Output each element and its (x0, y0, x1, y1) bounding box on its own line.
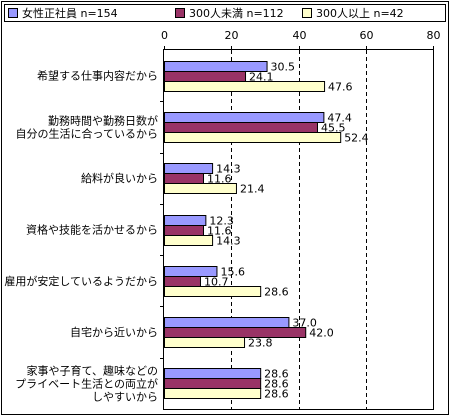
bar (164, 112, 325, 123)
bar (164, 327, 307, 338)
bar (164, 81, 326, 92)
data-label: 47.6 (328, 81, 353, 94)
data-label: 15.6 (220, 266, 245, 279)
x-axis-ticks: 0 20 40 60 80 (160, 29, 441, 359)
data-label: 52.4 (344, 132, 369, 145)
data-label: 45.5 (321, 122, 346, 135)
category-label: 自宅から近いから (70, 325, 158, 339)
legend-swatch (8, 8, 18, 18)
category-label: 希望する仕事内容だから (37, 69, 158, 83)
bar (164, 173, 205, 184)
data-label: 24.1 (249, 71, 274, 84)
data-label: 10.7 (204, 276, 229, 289)
tick-label: 40 (293, 29, 307, 42)
bar (164, 225, 205, 236)
legend: 女性正社員 n=154 300人未満 n=112 300人以上 n=42 (4, 4, 446, 22)
legend-swatch (302, 8, 312, 18)
bar (164, 122, 318, 133)
legend-swatch (175, 8, 185, 18)
bar (164, 163, 214, 174)
category-label: プライベート生活との両立が (15, 376, 158, 390)
bar (164, 286, 262, 297)
category-label: 資格や技能を活かせるから (26, 223, 158, 237)
data-label: 11.6 (207, 225, 232, 238)
data-label: 47.4 (327, 112, 352, 125)
legend-box (4, 4, 446, 22)
bar (164, 368, 262, 379)
data-label: 14.3 (216, 235, 241, 248)
data-label: 21.4 (240, 183, 265, 196)
data-label: 37.0 (292, 317, 317, 330)
legend-label: 300人以上 n=42 (316, 7, 404, 20)
bar (164, 215, 207, 226)
data-label: 28.6 (264, 388, 289, 401)
bar (164, 132, 342, 143)
bar (164, 378, 262, 389)
tick-label: 20 (225, 29, 239, 42)
data-label: 23.8 (248, 337, 273, 350)
bar (164, 276, 201, 287)
category-label: 勤務時間や勤務日数が (48, 113, 158, 127)
data-label: 30.5 (271, 61, 296, 74)
legend-label: 300人未満 n=112 (189, 7, 284, 20)
legend-label: 女性正社員 n=154 (22, 6, 118, 20)
data-label: 11.6 (207, 173, 232, 186)
bar (164, 388, 262, 399)
data-label: 28.6 (264, 368, 289, 381)
category-labels: 希望する仕事内容だから勤務時間や勤務日数が自分の生活に合っているから給料が良いか… (4, 69, 158, 404)
tick-label: 80 (427, 29, 441, 42)
gridlines (231, 50, 367, 409)
tick-label: 0 (161, 29, 168, 42)
category-label: 給料が良いから (81, 171, 158, 185)
tick-label: 60 (360, 29, 374, 42)
category-label: 家事や子育て、趣味などの (27, 363, 158, 377)
data-label: 28.6 (264, 286, 289, 299)
bar (164, 337, 246, 348)
data-label: 42.0 (309, 327, 334, 340)
category-label: 自分の生活に合っているから (16, 126, 158, 140)
bar (164, 235, 214, 246)
bar (164, 71, 247, 82)
data-label: 14.3 (216, 163, 241, 176)
category-label: しやすいから (92, 390, 158, 403)
data-label: 28.6 (264, 378, 289, 391)
bar (164, 183, 237, 194)
data-labels: 30.524.147.647.445.552.414.311.621.412.3… (204, 61, 369, 401)
plot-area-border (163, 49, 434, 410)
data-label: 12.3 (209, 215, 234, 228)
category-label: 雇用が安定しているようだから (4, 274, 158, 288)
bar (164, 317, 290, 328)
bars (164, 61, 342, 399)
